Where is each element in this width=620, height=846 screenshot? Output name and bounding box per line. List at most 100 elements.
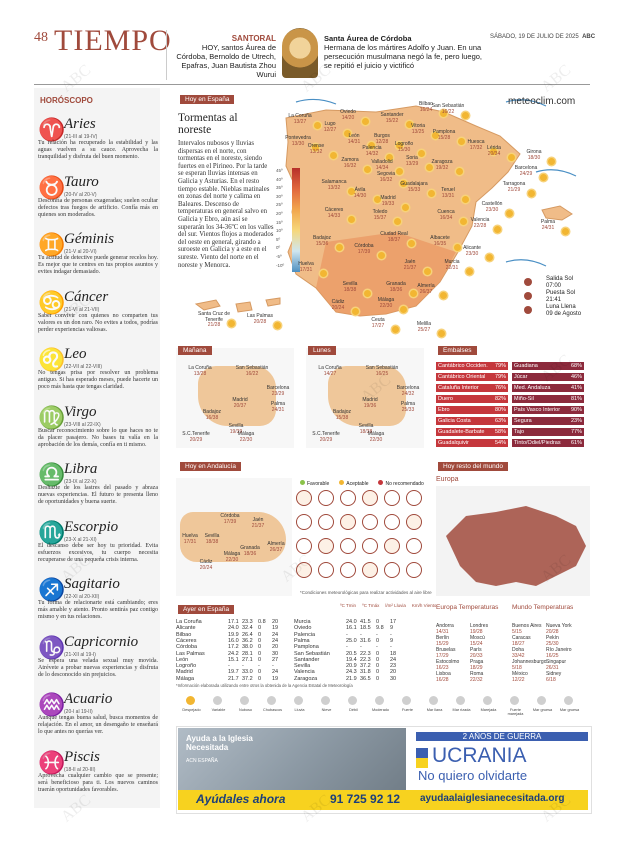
ayer-rain: 0 xyxy=(258,644,262,651)
reservoir-level: 77% xyxy=(570,429,582,435)
ayer-tmax: 26.4 xyxy=(242,631,253,638)
sign-dates: (21-XII al 19-I) xyxy=(64,651,96,658)
sun-icon xyxy=(540,174,547,181)
reservoir-level: 82% xyxy=(494,396,506,402)
ayer-wind: 23 xyxy=(390,663,397,670)
sun-icon xyxy=(506,210,513,217)
scale-tick-label: 0º xyxy=(276,245,281,251)
sun-icon xyxy=(440,292,447,299)
city-temps: 13/27 xyxy=(293,118,307,125)
city-label: Huelva 17/31 xyxy=(286,261,326,273)
weather-legend-label: Despejado xyxy=(182,708,201,712)
world-city: Berlín xyxy=(436,635,450,641)
sun-icon xyxy=(424,268,431,275)
city-temps: 16/32 xyxy=(343,162,357,169)
page-number: 48 xyxy=(34,30,48,45)
city-label: Soria 13/29 xyxy=(392,155,432,167)
city-temps: 19/39 xyxy=(229,428,243,435)
small-city-label: La Coruña 13/28 xyxy=(182,365,218,377)
world-temp: Berlín 15/29 xyxy=(436,635,470,647)
world-city: Roma xyxy=(470,671,484,677)
sun-icon xyxy=(400,306,407,313)
reservoir-row: Cataluña Interior 76% xyxy=(436,384,508,392)
reservoir-level: 58% xyxy=(494,429,506,435)
scale-tick-label: 5º xyxy=(276,236,281,242)
reservoir-name: Cantábrico Occiden. xyxy=(438,363,488,369)
reservoir-level: 79% xyxy=(494,363,506,369)
ayer-tmin: 16.0 xyxy=(228,637,239,644)
activity-icon xyxy=(406,538,422,554)
city-temps: 23/30 xyxy=(465,250,479,257)
ayer-tmax: 31.6 xyxy=(360,637,371,644)
world-temp-value: 20/28 xyxy=(546,628,559,635)
zodiac-icon: ♑ xyxy=(38,635,66,661)
ad-cta-bar xyxy=(178,790,588,810)
small-city-label: San Sebastián 16/22 xyxy=(234,365,270,377)
city-temps: 21/28 xyxy=(207,322,221,328)
city-temps: 18/36 xyxy=(389,286,403,293)
world-temp: Doha 33/42 xyxy=(512,647,546,659)
weather-legend-label: Débil xyxy=(349,708,358,712)
ayer-wind: 24 xyxy=(272,669,279,676)
sign-dates: (20-IV al 20-V) xyxy=(64,191,97,198)
ayer-wind: 27 xyxy=(272,656,279,663)
world-temp: Buenos Aires 5/15 xyxy=(512,623,546,635)
reservoir-name: Tajo xyxy=(514,429,525,435)
weather-legend-label: Mar llana xyxy=(426,708,443,712)
scale-tick-label: -10º xyxy=(276,262,285,268)
world-temp: Andorra 14/31 xyxy=(436,623,470,635)
ad-cta[interactable]: Ayúdales ahora xyxy=(196,792,286,806)
sign-name: Tauro xyxy=(64,173,99,190)
sun-icon xyxy=(396,168,403,175)
activity-icon xyxy=(296,490,312,506)
city-name: Orense xyxy=(307,143,325,149)
sign-name: Virgo xyxy=(64,403,97,420)
ayer-rain: 0 xyxy=(376,663,380,670)
ayer-tmin: 21.9 xyxy=(346,675,357,682)
world-city: Estocolmo xyxy=(436,659,460,665)
ayer-wind: 24 xyxy=(272,631,279,638)
world-map-graphic xyxy=(446,506,586,586)
ad-phone[interactable]: 91 725 92 12 xyxy=(330,792,401,806)
world-temp: Bruselas 17/29 xyxy=(436,647,470,659)
weather-legend-icon xyxy=(240,696,249,705)
world-temp-value: 33/42 xyxy=(512,652,525,659)
ayer-wind: 19 xyxy=(272,625,279,632)
reservoir-row: Duero 82% xyxy=(436,395,508,403)
city-label: Badajoz 15/36 xyxy=(302,235,342,247)
reservoir-level: 23% xyxy=(570,418,582,424)
city-temps: 14/34 xyxy=(375,164,389,171)
sun-icon xyxy=(462,112,469,119)
ayer-city: Zaragoza xyxy=(294,675,318,682)
weather-legend-label: Lluvia xyxy=(294,708,305,712)
city-name: Badajoz xyxy=(332,409,352,415)
ayer-tmin: - xyxy=(346,644,348,651)
reservoir-level: 76% xyxy=(494,385,506,391)
sign-dates: (23-IX al 22-X) xyxy=(64,479,97,485)
ayer-tmin: 15.1 xyxy=(228,656,239,663)
city-temps: 15/30 xyxy=(397,146,411,153)
sign-text: Tu forma de relacionarte está cambiando;… xyxy=(38,600,158,620)
world-temp: Nueva York 20/28 xyxy=(546,623,580,635)
city-temps: 18/36 xyxy=(243,550,257,557)
sign-dates: (23-X al 21-XI) xyxy=(64,536,97,543)
sign-text: No tengas prisa por resolver un problema… xyxy=(38,370,158,390)
city-name: Alicante xyxy=(463,245,481,251)
city-label: Segovia 16/32 xyxy=(366,171,406,183)
city-name: Almería xyxy=(417,283,435,289)
reservoir-level: 41% xyxy=(570,385,582,391)
andalucia-land xyxy=(180,512,286,562)
ad-url[interactable]: ayudaalaiglesianecesitada.org xyxy=(420,793,565,804)
sun-icon xyxy=(462,196,469,203)
activity-grid xyxy=(296,490,432,586)
activity-icon xyxy=(296,514,312,530)
ayer-rain: 0 xyxy=(376,669,380,676)
sign-text: Se espera una velada sexual muy movida. … xyxy=(38,657,158,678)
activity-icon xyxy=(296,562,312,578)
city-name: Lérida xyxy=(487,145,501,151)
scale-tick-label: 25º xyxy=(276,202,283,208)
sign-dates: (22-XI al 20-XII) xyxy=(64,594,100,600)
weather-legend-icon xyxy=(402,696,411,705)
ayer-rain: 0 xyxy=(258,675,262,682)
ayer-header: ºC Tmin xyxy=(340,603,357,608)
